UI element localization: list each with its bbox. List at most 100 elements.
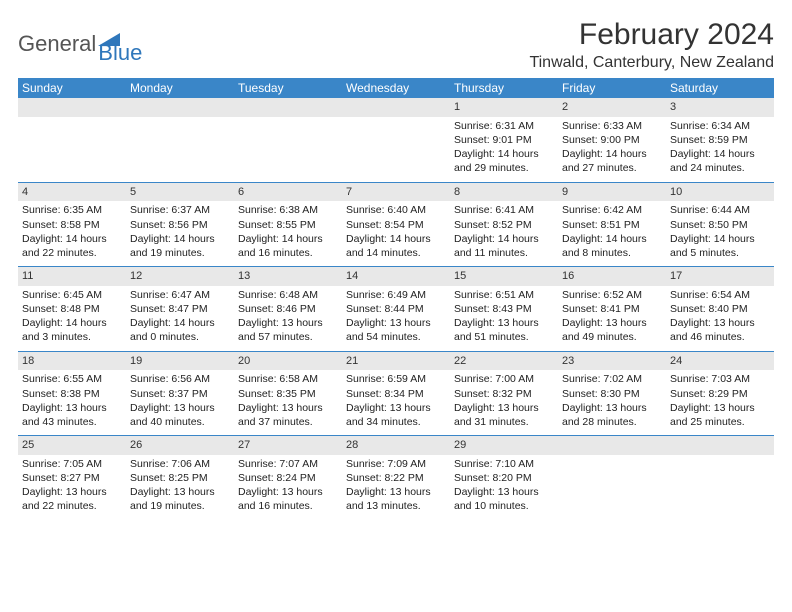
- day-body: Sunrise: 7:02 AMSunset: 8:30 PMDaylight:…: [558, 370, 666, 435]
- daylight-line: Daylight: 13 hours and 37 minutes.: [238, 401, 338, 429]
- day-number: 2: [558, 98, 666, 117]
- day-body: Sunrise: 7:07 AMSunset: 8:24 PMDaylight:…: [234, 455, 342, 520]
- page-title: February 2024: [529, 18, 774, 52]
- sunset-line: Sunset: 8:43 PM: [454, 302, 554, 316]
- sunrise-line: Sunrise: 6:34 AM: [670, 119, 770, 133]
- day-cell: 21Sunrise: 6:59 AMSunset: 8:34 PMDayligh…: [342, 352, 450, 436]
- day-number: 1: [450, 98, 558, 117]
- day-cell: 20Sunrise: 6:58 AMSunset: 8:35 PMDayligh…: [234, 352, 342, 436]
- day-body: Sunrise: 6:52 AMSunset: 8:41 PMDaylight:…: [558, 286, 666, 351]
- day-number: 7: [342, 183, 450, 202]
- daylight-line: Daylight: 14 hours and 3 minutes.: [22, 316, 122, 344]
- day-number: 19: [126, 352, 234, 371]
- daylight-line: Daylight: 14 hours and 27 minutes.: [562, 147, 662, 175]
- sunrise-line: Sunrise: 7:00 AM: [454, 372, 554, 386]
- day-body: Sunrise: 6:31 AMSunset: 9:01 PMDaylight:…: [450, 117, 558, 182]
- sunset-line: Sunset: 8:58 PM: [22, 218, 122, 232]
- day-number: 4: [18, 183, 126, 202]
- sunset-line: Sunset: 8:56 PM: [130, 218, 230, 232]
- day-body: Sunrise: 7:03 AMSunset: 8:29 PMDaylight:…: [666, 370, 774, 435]
- day-cell: 3Sunrise: 6:34 AMSunset: 8:59 PMDaylight…: [666, 98, 774, 182]
- daylight-line: Daylight: 13 hours and 31 minutes.: [454, 401, 554, 429]
- day-number: 25: [18, 436, 126, 455]
- sunset-line: Sunset: 8:59 PM: [670, 133, 770, 147]
- weekday-label: Wednesday: [342, 78, 450, 98]
- sunset-line: Sunset: 8:29 PM: [670, 387, 770, 401]
- sunset-line: Sunset: 8:40 PM: [670, 302, 770, 316]
- day-cell: 18Sunrise: 6:55 AMSunset: 8:38 PMDayligh…: [18, 352, 126, 436]
- sunrise-line: Sunrise: 6:31 AM: [454, 119, 554, 133]
- day-cell: [234, 98, 342, 182]
- daylight-line: Daylight: 13 hours and 13 minutes.: [346, 485, 446, 513]
- day-body: Sunrise: 6:48 AMSunset: 8:46 PMDaylight:…: [234, 286, 342, 351]
- day-cell: 11Sunrise: 6:45 AMSunset: 8:48 PMDayligh…: [18, 267, 126, 351]
- sunset-line: Sunset: 8:27 PM: [22, 471, 122, 485]
- day-cell: 25Sunrise: 7:05 AMSunset: 8:27 PMDayligh…: [18, 436, 126, 520]
- daylight-line: Daylight: 13 hours and 25 minutes.: [670, 401, 770, 429]
- day-body: Sunrise: 6:41 AMSunset: 8:52 PMDaylight:…: [450, 201, 558, 266]
- weekday-label: Monday: [126, 78, 234, 98]
- weekday-header-row: SundayMondayTuesdayWednesdayThursdayFrid…: [18, 78, 774, 98]
- sunrise-line: Sunrise: 6:48 AM: [238, 288, 338, 302]
- sunrise-line: Sunrise: 6:47 AM: [130, 288, 230, 302]
- daylight-line: Daylight: 13 hours and 28 minutes.: [562, 401, 662, 429]
- day-number: 22: [450, 352, 558, 371]
- sunset-line: Sunset: 8:20 PM: [454, 471, 554, 485]
- day-number: [126, 98, 234, 117]
- brand-part2: Blue: [98, 40, 142, 66]
- day-body: Sunrise: 6:42 AMSunset: 8:51 PMDaylight:…: [558, 201, 666, 266]
- daylight-line: Daylight: 13 hours and 22 minutes.: [22, 485, 122, 513]
- day-cell: 10Sunrise: 6:44 AMSunset: 8:50 PMDayligh…: [666, 183, 774, 267]
- week-row: 11Sunrise: 6:45 AMSunset: 8:48 PMDayligh…: [18, 266, 774, 351]
- sunrise-line: Sunrise: 6:41 AM: [454, 203, 554, 217]
- sunrise-line: Sunrise: 6:51 AM: [454, 288, 554, 302]
- sunset-line: Sunset: 8:51 PM: [562, 218, 662, 232]
- day-number: 26: [126, 436, 234, 455]
- sunrise-line: Sunrise: 6:42 AM: [562, 203, 662, 217]
- sunset-line: Sunset: 8:37 PM: [130, 387, 230, 401]
- day-cell: [126, 98, 234, 182]
- brand-part1: General: [18, 31, 96, 57]
- daylight-line: Daylight: 14 hours and 24 minutes.: [670, 147, 770, 175]
- day-body: Sunrise: 7:00 AMSunset: 8:32 PMDaylight:…: [450, 370, 558, 435]
- day-number: 11: [18, 267, 126, 286]
- day-cell: 9Sunrise: 6:42 AMSunset: 8:51 PMDaylight…: [558, 183, 666, 267]
- sunset-line: Sunset: 8:41 PM: [562, 302, 662, 316]
- day-cell: [558, 436, 666, 520]
- daylight-line: Daylight: 13 hours and 43 minutes.: [22, 401, 122, 429]
- day-number: 15: [450, 267, 558, 286]
- sunrise-line: Sunrise: 6:35 AM: [22, 203, 122, 217]
- day-body: Sunrise: 6:55 AMSunset: 8:38 PMDaylight:…: [18, 370, 126, 435]
- day-body: Sunrise: 6:51 AMSunset: 8:43 PMDaylight:…: [450, 286, 558, 351]
- week-row: 18Sunrise: 6:55 AMSunset: 8:38 PMDayligh…: [18, 351, 774, 436]
- daylight-line: Daylight: 13 hours and 34 minutes.: [346, 401, 446, 429]
- daylight-line: Daylight: 14 hours and 16 minutes.: [238, 232, 338, 260]
- sunset-line: Sunset: 8:47 PM: [130, 302, 230, 316]
- sunset-line: Sunset: 8:25 PM: [130, 471, 230, 485]
- calendar: SundayMondayTuesdayWednesdayThursdayFrid…: [18, 78, 774, 520]
- daylight-line: Daylight: 14 hours and 14 minutes.: [346, 232, 446, 260]
- day-body: Sunrise: 7:09 AMSunset: 8:22 PMDaylight:…: [342, 455, 450, 520]
- header: General Blue February 2024 Tinwald, Cant…: [18, 18, 774, 72]
- daylight-line: Daylight: 14 hours and 5 minutes.: [670, 232, 770, 260]
- sunset-line: Sunset: 9:00 PM: [562, 133, 662, 147]
- day-number: 10: [666, 183, 774, 202]
- day-body: Sunrise: 6:47 AMSunset: 8:47 PMDaylight:…: [126, 286, 234, 351]
- day-body: Sunrise: 6:34 AMSunset: 8:59 PMDaylight:…: [666, 117, 774, 182]
- sunrise-line: Sunrise: 6:59 AM: [346, 372, 446, 386]
- day-number: 27: [234, 436, 342, 455]
- day-cell: 19Sunrise: 6:56 AMSunset: 8:37 PMDayligh…: [126, 352, 234, 436]
- day-number: 12: [126, 267, 234, 286]
- sunrise-line: Sunrise: 6:44 AM: [670, 203, 770, 217]
- day-number: 23: [558, 352, 666, 371]
- day-cell: 24Sunrise: 7:03 AMSunset: 8:29 PMDayligh…: [666, 352, 774, 436]
- day-number: 13: [234, 267, 342, 286]
- sunrise-line: Sunrise: 7:09 AM: [346, 457, 446, 471]
- sunset-line: Sunset: 8:54 PM: [346, 218, 446, 232]
- day-body: Sunrise: 7:05 AMSunset: 8:27 PMDaylight:…: [18, 455, 126, 520]
- day-body: Sunrise: 6:33 AMSunset: 9:00 PMDaylight:…: [558, 117, 666, 182]
- day-number: 3: [666, 98, 774, 117]
- brand-logo: General Blue: [18, 22, 142, 66]
- day-cell: [666, 436, 774, 520]
- sunrise-line: Sunrise: 7:07 AM: [238, 457, 338, 471]
